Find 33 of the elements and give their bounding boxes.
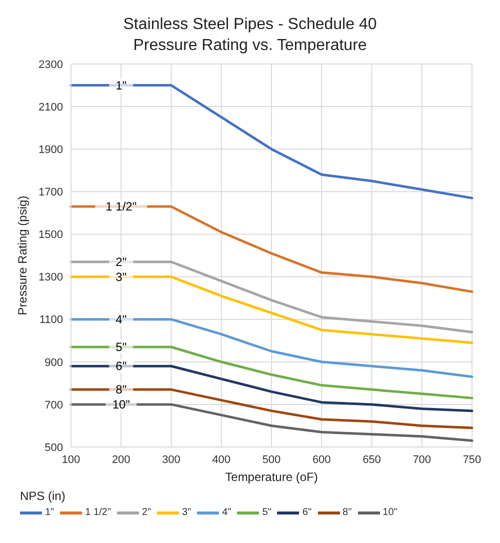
legend-title: NPS (in) [20,489,66,503]
x-tick-label: 600 [312,454,331,466]
y-tick-label: 1300 [38,272,63,284]
x-tick-label: 400 [212,454,231,466]
x-tick-label: 700 [412,454,432,466]
x-tick-label: 100 [62,454,80,466]
y-axis-title: Pressure Rating (psig) [15,196,30,316]
y-tick-label: 500 [44,442,63,454]
y-tick-label: 1100 [39,314,63,326]
legend-label: 6" [301,507,312,518]
x-tick-label: 500 [262,454,281,466]
legend-label: 5" [261,507,272,518]
legend-label: 3" [181,507,192,518]
y-tick-label: 900 [44,356,63,369]
x-axis-title: Temperature (oF) [225,470,318,484]
y-tick-label: 2100 [38,101,63,114]
legend-label: 1 1/2" [84,507,111,518]
y-tick-label: 700 [44,399,63,412]
legend-label: 4" [221,507,232,518]
x-tick-label: 750 [462,454,482,466]
legend-label: 2" [140,507,152,518]
legend-label: 8" [342,507,352,518]
x-tick-label: 650 [362,454,381,466]
y-tick-label: 2300 [38,58,63,71]
x-tick-label: 200 [112,454,130,466]
x-tick-label: 300 [162,454,180,466]
text: 1 1/2" [106,200,137,214]
legend-label: 1" [44,507,54,518]
y-tick-label: 1900 [38,144,63,156]
chart-title: Stainless Steel Pipes - Schedule 40 Pressure Rating vs. Temperature [122,15,378,56]
y-tick-label: 1700 [38,186,63,199]
y-tick-label: 1500 [38,229,63,242]
legend-label: 10" [382,507,398,518]
